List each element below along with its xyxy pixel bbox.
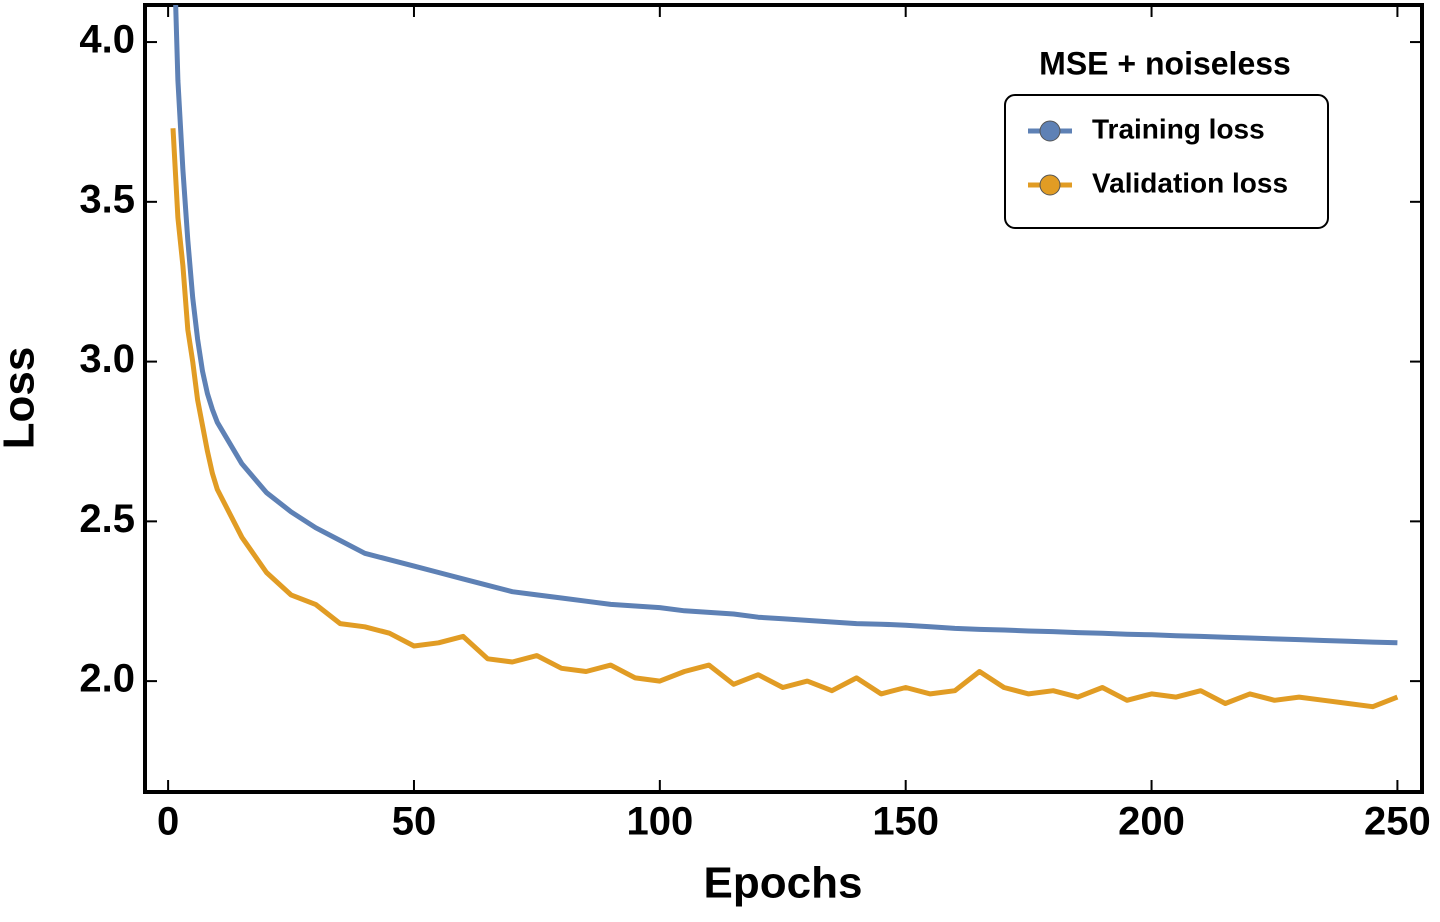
plot-frame (143, 3, 1424, 794)
x-tick-label: 0 (157, 800, 179, 844)
legend-label: Validation loss (1092, 167, 1288, 198)
x-axis-label: Epochs (704, 859, 863, 908)
series-line (170, 128, 1399, 710)
y-axis-label: Loss (0, 347, 44, 450)
series-line (173, 5, 1398, 646)
legend-label: Training loss (1092, 113, 1265, 144)
legend-box (1004, 94, 1329, 229)
y-tick-label: 3.5 (79, 177, 135, 221)
y-tick-label: 2.5 (79, 497, 135, 541)
legend-title: MSE + noiseless (1039, 45, 1291, 81)
x-tick-label: 150 (872, 800, 939, 844)
legend-marker (1039, 174, 1061, 196)
x-tick-label: 50 (392, 800, 437, 844)
y-tick-label: 2.0 (79, 657, 135, 701)
x-tick-label: 100 (626, 800, 693, 844)
legend-marker (1039, 120, 1061, 142)
y-tick-label: 3.0 (79, 337, 135, 381)
y-tick-label: 4.0 (79, 18, 135, 62)
x-tick-label: 200 (1118, 800, 1185, 844)
x-tick-label: 250 (1364, 800, 1431, 844)
